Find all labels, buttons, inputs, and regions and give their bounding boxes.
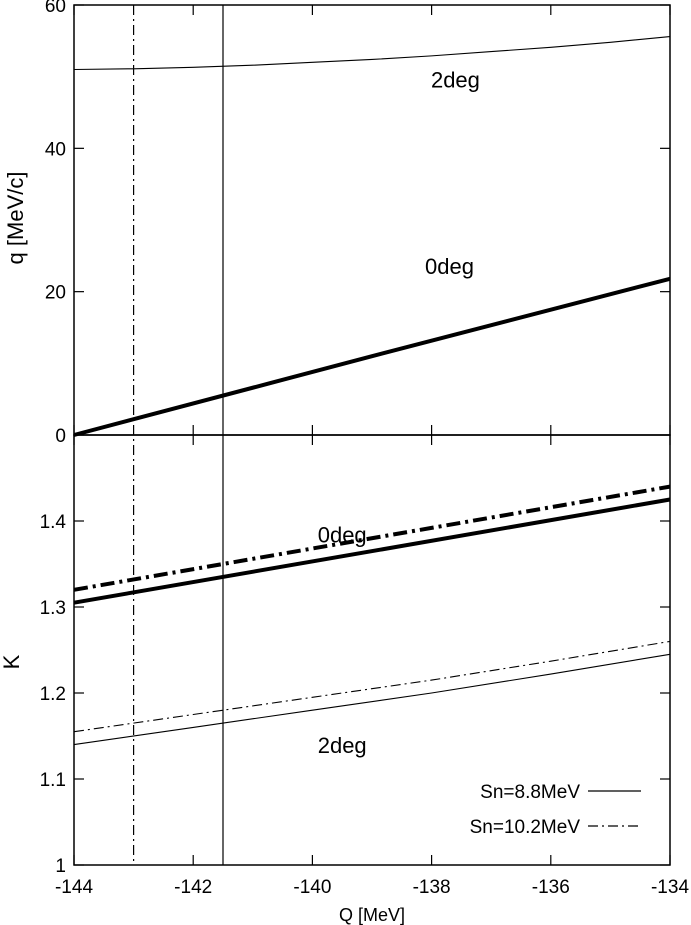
series-line <box>73 276 671 437</box>
legend-label: Sn=8.8MeV <box>480 782 580 803</box>
top-panel-series <box>73 35 671 437</box>
bottom-panel-y-tick-labels: 1 1.1 1.2 1.3 1.4 <box>40 512 67 877</box>
top-panel-annotations: 2deg 0deg <box>425 67 480 278</box>
series-line <box>73 640 671 733</box>
x-tick-label: -136 <box>532 877 570 898</box>
annotation-label: 2deg <box>431 67 480 92</box>
x-tick-label: -144 <box>55 877 93 898</box>
annotation-label: 0deg <box>425 254 474 279</box>
bottom-panel-ticks <box>73 435 671 866</box>
y-tick-label: 1 <box>55 856 66 877</box>
y-tick-label: 0 <box>55 426 66 447</box>
bottom-panel-series <box>73 484 671 746</box>
bottom-panel-frame <box>73 434 671 866</box>
series-line <box>73 35 671 71</box>
series-line <box>73 497 671 605</box>
legend-label: Sn=10.2MeV <box>470 817 581 838</box>
top-panel-y-tick-labels: 0 20 40 60 <box>45 0 66 447</box>
x-tick-label: -142 <box>174 877 212 898</box>
top-panel: 2deg 0deg 0 20 40 60 q [MeV/c] <box>3 0 671 447</box>
series-line <box>73 484 671 592</box>
top-panel-frame <box>73 4 671 436</box>
x-tick-label: -134 <box>651 877 689 898</box>
y-tick-label: 20 <box>45 283 66 304</box>
x-tick-labels: -144 -142 -140 -138 -136 -134 <box>55 877 689 898</box>
x-tick-label: -138 <box>413 877 451 898</box>
y-tick-label: 60 <box>45 0 66 17</box>
y-tick-label: 40 <box>45 139 66 160</box>
x-tick-label: -140 <box>293 877 331 898</box>
legend: Sn=8.8MeV Sn=10.2MeV <box>470 782 641 838</box>
bottom-panel: 0deg 2deg 1 1.1 1.2 1.3 1.4 K <box>0 435 671 877</box>
x-axis-label: Q [MeV] <box>339 905 405 925</box>
bottom-panel-annotations: 0deg 2deg <box>318 523 367 759</box>
top-panel-ticks <box>73 4 671 436</box>
y-tick-label: 1.2 <box>40 684 66 705</box>
bottom-y-axis-label: K <box>0 654 24 669</box>
y-tick-label: 1.3 <box>40 598 66 619</box>
series-line <box>73 653 671 746</box>
top-y-axis-label: q [MeV/c] <box>3 172 28 265</box>
annotation-label: 2deg <box>318 733 367 758</box>
annotation-label: 0deg <box>318 523 367 548</box>
y-tick-label: 1.4 <box>40 512 67 533</box>
y-tick-label: 1.1 <box>40 770 66 791</box>
